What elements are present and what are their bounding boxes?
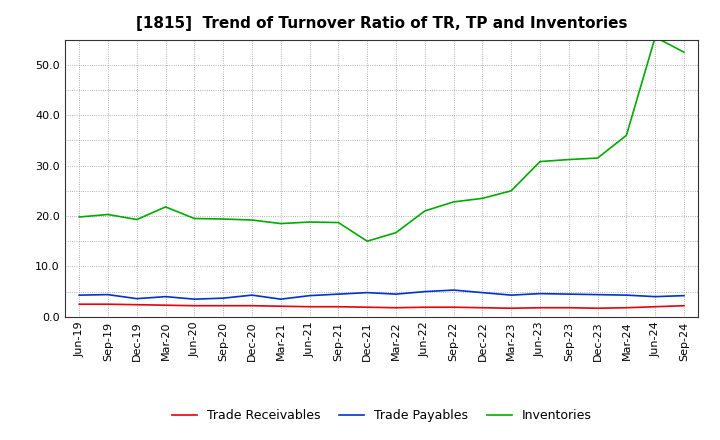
Trade Payables [564,291,573,297]
Trade Payables [334,291,343,297]
Inventories [104,212,112,217]
Inventories [507,188,516,194]
Trade Payables [276,297,285,302]
Inventories [392,230,400,235]
Trade Payables [420,289,429,294]
Trade Receivables [276,304,285,309]
Trade Receivables [104,301,112,307]
Inventories [161,204,170,209]
Line: Trade Receivables: Trade Receivables [79,304,684,308]
Trade Receivables [680,303,688,308]
Trade Receivables [564,305,573,310]
Trade Receivables [132,302,141,308]
Inventories [564,157,573,162]
Trade Receivables [248,303,256,308]
Trade Payables [219,296,228,301]
Trade Payables [190,297,199,302]
Inventories [363,238,372,244]
Trade Payables [651,294,660,299]
Trade Payables [363,290,372,295]
Trade Payables [132,296,141,301]
Trade Payables [161,294,170,299]
Trade Receivables [622,305,631,310]
Trade Payables [305,293,314,298]
Line: Trade Payables: Trade Payables [79,290,684,299]
Trade Payables [507,293,516,298]
Trade Payables [593,292,602,297]
Trade Payables [478,290,487,295]
Inventories [622,133,631,138]
Trade Receivables [536,305,544,310]
Inventories [190,216,199,221]
Trade Payables [104,292,112,297]
Inventories [651,34,660,40]
Trade Payables [680,293,688,298]
Inventories [276,221,285,226]
Trade Receivables [593,306,602,311]
Trade Receivables [219,303,228,308]
Trade Payables [449,287,458,293]
Trade Receivables [478,305,487,310]
Trade Receivables [449,304,458,310]
Inventories [132,217,141,222]
Inventories [680,50,688,55]
Trade Receivables [305,304,314,309]
Trade Payables [248,293,256,298]
Inventories [593,155,602,161]
Inventories [305,220,314,225]
Inventories [449,199,458,205]
Inventories [75,214,84,220]
Trade Receivables [363,304,372,310]
Trade Payables [622,293,631,298]
Inventories [219,216,228,222]
Title: [1815]  Trend of Turnover Ratio of TR, TP and Inventories: [1815] Trend of Turnover Ratio of TR, TP… [136,16,627,32]
Trade Payables [536,291,544,296]
Trade Receivables [190,303,199,308]
Trade Payables [392,291,400,297]
Inventories [420,208,429,213]
Trade Receivables [420,304,429,310]
Trade Receivables [507,306,516,311]
Inventories [334,220,343,225]
Trade Receivables [161,303,170,308]
Inventories [536,159,544,164]
Trade Receivables [334,304,343,309]
Trade Receivables [651,304,660,309]
Legend: Trade Receivables, Trade Payables, Inventories: Trade Receivables, Trade Payables, Inven… [166,404,597,427]
Trade Payables [75,293,84,298]
Inventories [478,196,487,201]
Inventories [248,217,256,223]
Trade Receivables [392,305,400,310]
Line: Inventories: Inventories [79,37,684,241]
Trade Receivables [75,301,84,307]
